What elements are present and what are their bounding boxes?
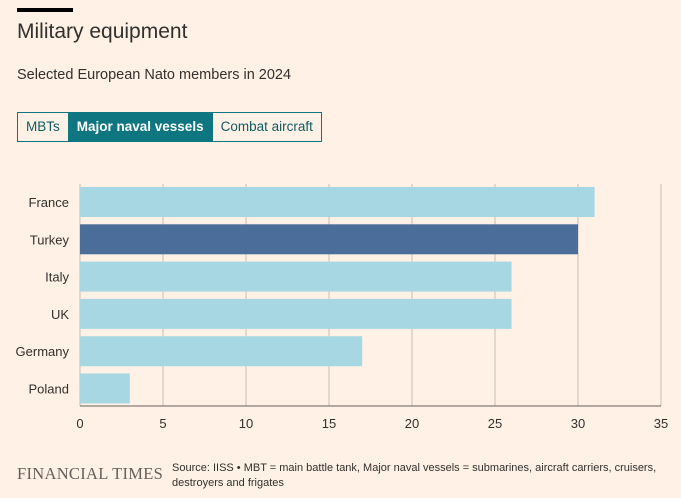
y-category-label: Italy: [45, 270, 69, 285]
bar-uk: [80, 298, 512, 329]
y-category-label: UK: [51, 307, 69, 322]
bar-france: [80, 187, 595, 217]
x-tick-label: 20: [405, 416, 419, 431]
source-note: Source: IISS • MBT = main battle tank, M…: [172, 462, 657, 489]
x-tick-label: 5: [159, 416, 166, 431]
x-tick-label: 10: [239, 416, 253, 431]
x-tick-label: 0: [76, 416, 83, 431]
y-category-label: Turkey: [30, 232, 70, 247]
bar-poland: [80, 373, 130, 404]
chart-title: Military equipment: [17, 20, 188, 43]
bar-italy: [80, 261, 512, 292]
tab-mbts[interactable]: MBTs: [18, 113, 69, 141]
title-accent-rule: [17, 8, 73, 12]
y-category-label: Germany: [16, 344, 70, 359]
bar-germany: [80, 336, 363, 367]
y-category-label: Poland: [29, 382, 69, 397]
x-tick-label: 35: [654, 416, 668, 431]
chart-subtitle: Selected European Nato members in 2024: [17, 67, 292, 83]
y-category-label: France: [29, 195, 69, 210]
x-tick-label: 30: [571, 416, 585, 431]
ft-logo: FINANCIAL TIMES: [17, 464, 164, 483]
tab-combat-aircraft[interactable]: Combat aircraft: [213, 113, 321, 141]
tab-major-naval-vessels[interactable]: Major naval vessels: [68, 113, 213, 141]
x-tick-label: 15: [322, 416, 336, 431]
dataset-tabs: MBTs Major naval vessels Combat aircraft: [17, 112, 322, 142]
x-tick-label: 25: [488, 416, 502, 431]
bar-turkey: [80, 224, 578, 255]
